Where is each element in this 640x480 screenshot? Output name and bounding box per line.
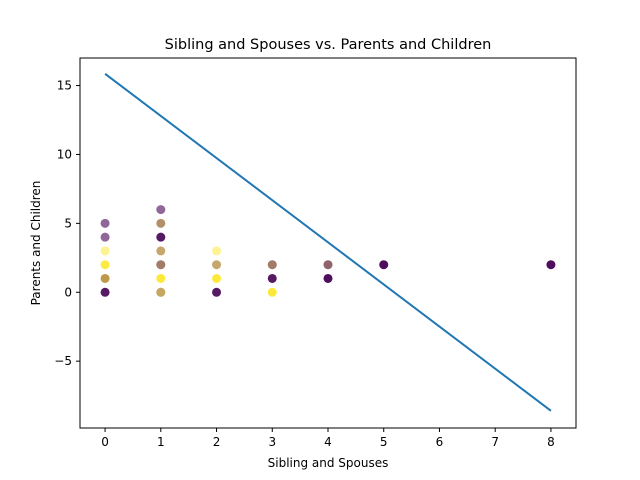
data-point	[156, 260, 166, 270]
x-tick-label: 7	[491, 435, 499, 449]
x-tick-label: 6	[436, 435, 444, 449]
x-tick-label: 8	[547, 435, 555, 449]
regression-line-layer	[104, 73, 552, 412]
data-point	[156, 218, 166, 228]
data-point	[267, 287, 277, 297]
x-axis-ticks: 0 1 2 3 4 5 6 7 8	[101, 428, 555, 449]
data-point	[156, 232, 166, 242]
data-point	[212, 260, 222, 270]
data-point	[267, 273, 277, 283]
data-point	[156, 246, 166, 256]
regression-line	[104, 73, 552, 412]
data-point	[212, 246, 222, 256]
data-point	[212, 260, 222, 270]
y-tick-label: 10	[57, 147, 72, 161]
x-tick-label: 0	[101, 435, 109, 449]
data-point	[156, 273, 166, 283]
data-point	[546, 260, 556, 270]
y-tick-label: 5	[64, 216, 72, 230]
y-tick-label: −5	[54, 354, 72, 368]
data-point	[100, 273, 110, 283]
data-point	[212, 287, 222, 297]
data-point	[156, 246, 166, 256]
data-point	[267, 260, 277, 270]
x-tick-label: 3	[268, 435, 276, 449]
x-axis-label: Sibling and Spouses	[268, 456, 389, 470]
x-tick-label: 2	[213, 435, 221, 449]
x-tick-label: 1	[157, 435, 165, 449]
data-point	[100, 218, 110, 228]
data-point	[156, 205, 166, 215]
data-point	[100, 273, 110, 283]
data-point	[100, 260, 110, 270]
data-point	[212, 273, 222, 283]
data-point	[156, 260, 166, 270]
y-axis-label: Parents and Children	[29, 181, 43, 306]
data-point	[156, 218, 166, 228]
data-point	[323, 260, 333, 270]
data-point	[267, 260, 277, 270]
y-tick-label: 15	[57, 79, 72, 93]
data-point	[100, 287, 110, 297]
data-points	[100, 205, 556, 297]
data-point	[100, 246, 110, 256]
data-point	[156, 287, 166, 297]
x-tick-label: 4	[324, 435, 332, 449]
y-tick-label: 0	[64, 285, 72, 299]
chart-title: Sibling and Spouses vs. Parents and Chil…	[165, 37, 492, 53]
data-point	[323, 260, 333, 270]
x-tick-label: 5	[380, 435, 388, 449]
data-point	[323, 273, 333, 283]
y-axis-ticks: −5 0 5 10 15	[54, 79, 80, 368]
data-point	[379, 260, 389, 270]
data-point	[100, 232, 110, 242]
